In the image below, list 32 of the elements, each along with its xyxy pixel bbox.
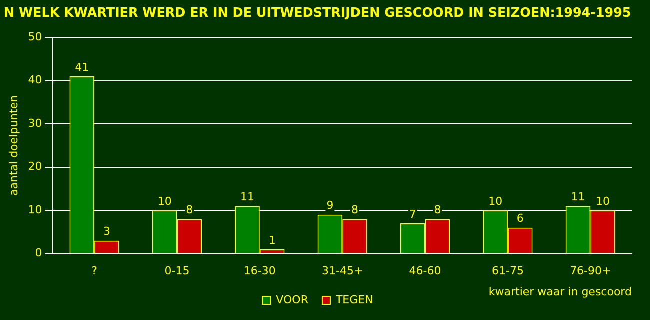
data-label: 8 (434, 204, 442, 217)
x-tick-label: ? (92, 264, 98, 278)
data-label: 6 (516, 212, 524, 226)
x-tick-label: 61-75 (492, 264, 524, 278)
data-label: 10 (596, 194, 610, 208)
data-label: 9 (326, 199, 334, 212)
data-label: 11 (571, 190, 586, 204)
data-label: 10 (158, 194, 172, 208)
data-label: 3 (103, 225, 110, 238)
data-label: 11 (240, 190, 255, 204)
data-label: 10 (488, 194, 503, 208)
legend-label: TEGEN (334, 293, 374, 306)
x-tick-label: 31-45+ (322, 264, 364, 278)
x-tick-label: 16-30 (244, 264, 276, 278)
x-axis-title: kwartier waar in gescoord (488, 285, 632, 298)
data-label: 7 (409, 208, 416, 221)
x-tick-label: 46-60 (409, 264, 442, 278)
y-tick-label: 50 (28, 30, 42, 44)
data-label: 8 (186, 204, 194, 217)
data-label: 1 (268, 234, 276, 247)
y-tick-label: 40 (28, 74, 42, 87)
y-tick-label: 30 (28, 116, 42, 130)
data-label: 8 (352, 204, 358, 217)
legend-label: VOOR (276, 293, 309, 306)
y-tick-label: 0 (35, 246, 42, 260)
x-tick-label: 0-15 (164, 264, 190, 278)
y-axis-title: aantal doelpunten (7, 95, 20, 196)
data-label: 41 (75, 60, 90, 74)
y-tick-label: 10 (28, 203, 42, 216)
chart-title: N WELK KWARTIER WERD ER IN DE UITWEDSTRIJDEN GESCOORD IN SEIZOEN:1994-1995 (4, 6, 632, 22)
x-tick-label: 76-90+ (570, 264, 612, 278)
y-tick-label: 20 (28, 160, 42, 174)
